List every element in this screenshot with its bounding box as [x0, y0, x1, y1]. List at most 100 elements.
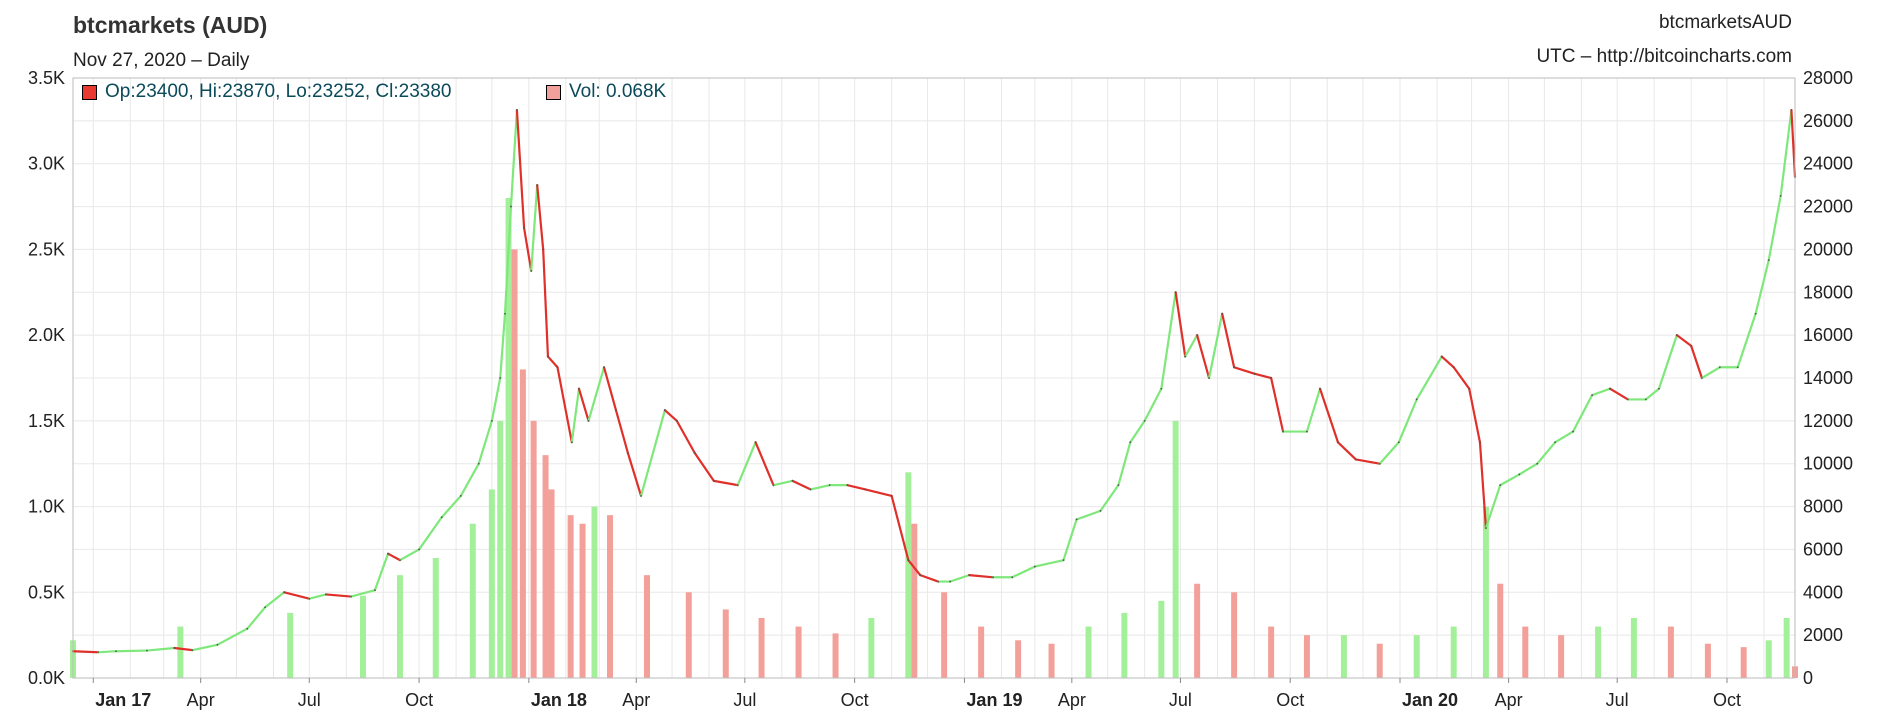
price-point-52: [919, 574, 922, 577]
price-point-36: [627, 452, 629, 454]
price-point-85: [1479, 441, 1481, 444]
price-segment-29: [542, 248, 550, 358]
right-tick-label-13: 26000: [1803, 111, 1853, 131]
volume-bar-42: [1413, 635, 1420, 678]
legend-ohlc: Op:23400, Hi:23870, Lo:23252, Cl:23380: [82, 80, 452, 104]
price-segment-40: [675, 419, 696, 455]
price-point-79: [1378, 462, 1381, 465]
grid: [73, 77, 1795, 679]
legend-volume: Vol: 0.068K: [546, 80, 666, 104]
price-point-77: [1337, 441, 1339, 444]
price-segment-43: [736, 441, 757, 487]
price-point-50: [890, 494, 893, 497]
price-segment-103: [1754, 259, 1770, 315]
price-segment-53: [919, 574, 940, 583]
price-point-83: [1452, 366, 1455, 369]
price-segment-63: [1117, 441, 1132, 487]
volume-bar-50: [1667, 626, 1674, 678]
x-tick-label-3: Oct: [405, 690, 433, 710]
source-label: UTC – http://bitcoincharts.com: [1536, 46, 1792, 67]
price-segment-84: [1452, 366, 1471, 390]
volume-bar-40: [1340, 635, 1347, 678]
x-tick-label-1: Apr: [187, 690, 215, 710]
volume-bar-26: [905, 472, 912, 678]
price-segment-78: [1336, 441, 1357, 461]
volume-bar-15: [567, 515, 574, 678]
volume-bar-41: [1376, 643, 1383, 678]
x-tick-label-9: Apr: [1058, 690, 1086, 710]
price-point-43: [754, 441, 757, 444]
price-point-23: [510, 205, 512, 208]
price-segment-35: [602, 366, 618, 412]
price-point-40: [693, 452, 696, 454]
price-segment-33: [577, 387, 590, 422]
legend-volume-text: Vol: 0.068K: [569, 81, 667, 102]
price-segment-94: [1608, 387, 1630, 401]
price-segment-81: [1397, 398, 1418, 444]
volume-bar-21: [722, 609, 729, 678]
price-point-84: [1468, 387, 1471, 390]
price-segment-22: [499, 312, 507, 380]
price-segment-27: [530, 184, 539, 272]
price-point-44: [772, 484, 775, 487]
price-segment-60: [1062, 518, 1078, 562]
volume-bar-23: [795, 626, 802, 678]
volume-bar-54: [1783, 618, 1790, 678]
price-segment-2: [96, 650, 118, 654]
price-point-73: [1270, 377, 1273, 379]
x-tick-label-15: Oct: [1713, 690, 1741, 710]
price-segment-28: [536, 184, 545, 251]
price-point-48: [846, 484, 849, 487]
price-segment-45: [772, 479, 794, 487]
price-segment-8: [246, 606, 267, 630]
volume-bar-47: [1558, 635, 1565, 678]
price-point-99: [1701, 377, 1703, 379]
volume-bar-5: [432, 558, 439, 678]
price-point-37: [640, 494, 642, 497]
price-segment-99: [1690, 344, 1704, 380]
price-point-12: [350, 595, 352, 598]
price-point-87: [1499, 484, 1502, 487]
price-segment-61: [1075, 509, 1102, 521]
right-tick-label-9: 18000: [1803, 282, 1853, 302]
price-segment-80: [1378, 441, 1400, 465]
price-point-96: [1658, 387, 1660, 390]
volume-bar-27: [911, 523, 918, 678]
price-segment-5: [173, 646, 194, 652]
price-point-66: [1174, 291, 1177, 294]
price-segment-36: [614, 409, 630, 455]
price-point-92: [1591, 394, 1594, 397]
price-point-2: [115, 650, 117, 653]
right-tick-label-1: 2000: [1803, 625, 1843, 645]
price-segment-91: [1554, 430, 1575, 444]
price-point-47: [828, 484, 831, 487]
price-segment-4: [145, 646, 176, 652]
right-tick-label-5: 10000: [1803, 454, 1853, 474]
right-tick-label-2: 4000: [1803, 582, 1843, 602]
price-segment-52: [907, 559, 922, 577]
volume-bar-37: [1231, 592, 1238, 678]
price-point-94: [1627, 398, 1629, 401]
price-segment-69: [1196, 334, 1211, 380]
price-segment-25: [515, 109, 526, 230]
volume-bar-19: [644, 575, 650, 678]
price-point-9: [283, 591, 286, 594]
volume-bar-43: [1450, 626, 1457, 678]
x-tick-label-2: Jul: [298, 690, 321, 710]
legend-volume-swatch: [546, 84, 561, 100]
volume-bar-2: [287, 612, 294, 678]
price-segment-23: [503, 205, 513, 315]
price-point-21: [499, 377, 502, 379]
price-point-81: [1415, 398, 1418, 401]
price-point-26: [530, 269, 533, 272]
legend-ohlc-swatch: [82, 84, 97, 100]
price-point-15: [399, 559, 401, 562]
price-point-69: [1208, 377, 1210, 379]
price-point-91: [1572, 430, 1574, 433]
right-tick-label-3: 6000: [1803, 539, 1843, 559]
right-tick-label-7: 14000: [1803, 368, 1853, 388]
price-point-82: [1440, 355, 1443, 358]
volume-bar-44: [1482, 506, 1489, 678]
symbol-label: btcmarketsAUD: [1658, 12, 1792, 33]
